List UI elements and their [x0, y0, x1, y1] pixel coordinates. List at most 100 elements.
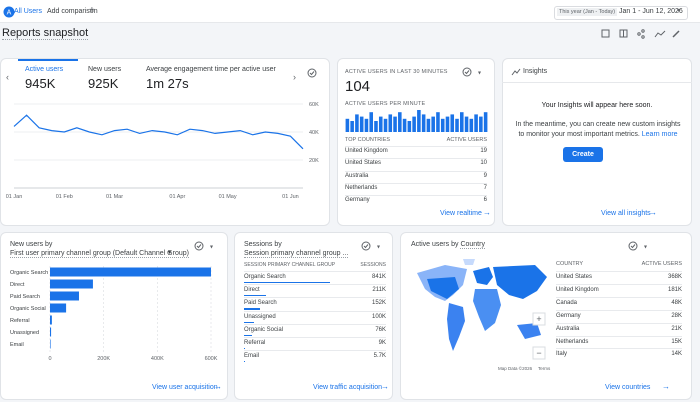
icon-insights[interactable]	[654, 30, 666, 38]
svg-text:▾: ▾	[377, 245, 380, 251]
sessions-bar	[244, 348, 245, 350]
map-regions	[417, 259, 547, 351]
country-name: Australia	[345, 172, 369, 179]
zoom-out[interactable]	[532, 346, 546, 360]
date-range: Jan 1 - Jun 12, 2026	[619, 8, 683, 15]
add-comparison[interactable]: Add comparison	[47, 8, 98, 15]
view-realtime-link[interactable]: View realtime	[440, 210, 482, 217]
status-icon[interactable]	[307, 68, 317, 78]
new-users-card	[0, 232, 228, 400]
icon-share[interactable]	[641, 29, 645, 33]
x-tick-label: 01 Apr	[169, 194, 185, 200]
y-tick-label: 40K	[309, 130, 319, 136]
bar	[426, 118, 431, 132]
sessions-card	[234, 232, 393, 400]
learn-more-link[interactable]: Learn more	[641, 131, 678, 138]
card-menu[interactable]: ▾	[194, 241, 218, 251]
bar	[355, 114, 359, 132]
y-tick-label: Unassigned	[10, 330, 39, 336]
bar	[460, 112, 464, 132]
kpi-label[interactable]: Active users	[25, 66, 64, 73]
card-subtitle[interactable]: Session primary channel group ...	[244, 250, 349, 258]
view-countries-link[interactable]: View countries	[605, 384, 651, 391]
channel-name: Referral	[244, 340, 266, 346]
segment-chip[interactable]: All Users	[14, 8, 43, 15]
svg-text:▾: ▾	[644, 245, 647, 251]
bar	[440, 118, 445, 132]
row-divider	[556, 271, 682, 272]
create-button[interactable]: Create	[563, 147, 603, 162]
bar	[431, 116, 435, 132]
add-icon[interactable]: +	[89, 5, 95, 16]
dropdown-icon[interactable]: ▾	[168, 250, 172, 256]
arrow-icon[interactable]: →	[381, 382, 389, 391]
view-traffic-link[interactable]: View traffic acquisition	[313, 384, 382, 391]
active-users: 28K	[671, 312, 682, 319]
minute-bar-chart	[345, 110, 488, 132]
svg-text:A: A	[7, 10, 12, 17]
channel-name: Organic Social	[244, 326, 284, 333]
country-name: United Kingdom	[345, 148, 388, 154]
kpi-label[interactable]: New users	[88, 66, 122, 73]
active-users: 6	[483, 197, 487, 204]
view-insights-link[interactable]: View all insights	[601, 210, 651, 217]
arrow-icon[interactable]: →	[649, 208, 657, 217]
sessions-value: 9K	[378, 340, 386, 346]
kpi-label[interactable]: Average engagement time per active user	[146, 66, 276, 73]
card-menu[interactable]: ▾	[361, 241, 385, 251]
x-tick-label: 01 Mar	[106, 194, 123, 200]
title-metric[interactable]: Active users	[411, 241, 450, 248]
bar	[50, 267, 211, 277]
bar	[450, 114, 455, 132]
zoom-in[interactable]	[532, 312, 546, 326]
row-divider	[556, 296, 682, 298]
active-users: 181K	[667, 286, 682, 293]
sessions-bar	[244, 282, 330, 284]
map-terms[interactable]: Terms	[538, 366, 551, 371]
map-attribution: Map Data ©2026	[498, 366, 533, 371]
y-tick-label: 20K	[309, 158, 319, 164]
bar	[50, 279, 93, 289]
next-arrow[interactable]: ›	[293, 72, 296, 82]
arrow-icon[interactable]: →	[483, 208, 491, 217]
realtime-card	[337, 58, 495, 226]
column-header: ACTIVE USERS	[641, 261, 682, 267]
sessions-bar	[244, 334, 252, 337]
icon-customize[interactable]	[601, 29, 610, 38]
x-tick-label: 600K	[205, 356, 218, 362]
bar	[474, 114, 478, 132]
prev-arrow[interactable]: ‹	[6, 72, 9, 82]
sessions-bar	[244, 308, 260, 310]
arrow-icon[interactable]: →	[214, 382, 222, 391]
active-users: 7	[483, 184, 487, 191]
active-users: 9	[483, 172, 487, 179]
column-header: SESSION PRIMARY CHANNEL GROUP	[244, 262, 336, 268]
bar	[350, 121, 354, 132]
card-menu[interactable]: ▾	[628, 241, 652, 251]
bar	[369, 112, 373, 132]
top-bar	[0, 0, 700, 23]
channel-name: Paid Search	[244, 300, 277, 307]
dropdown-icon[interactable]: ▾	[677, 8, 681, 14]
title-metric[interactable]: Sessions	[244, 241, 273, 248]
insights-title: Insights	[523, 68, 548, 75]
active-users: 15K	[671, 338, 682, 345]
bar	[469, 118, 474, 132]
title-dimension[interactable]: Country	[460, 241, 485, 249]
row-divider	[556, 322, 682, 324]
kpi-value: 925K	[88, 76, 119, 91]
x-tick-label: 400K	[151, 356, 164, 362]
row-divider	[244, 297, 386, 299]
icon-edit[interactable]	[672, 30, 680, 38]
realtime-menu[interactable]: ▾	[462, 67, 486, 77]
card-subtitle[interactable]: First user primary channel group (Defaul…	[10, 250, 189, 258]
country-name: Australia	[556, 325, 580, 332]
view-acquisition-link[interactable]: View user acquisition	[152, 384, 218, 391]
line-chart: 20K 40K 60K 01 Jan 01 Feb 01 Mar 01 Apr 01 May 0…	[6, 102, 319, 200]
row-divider	[244, 323, 386, 325]
world-map[interactable]: + −	[405, 255, 555, 373]
arrow-icon[interactable]: →	[662, 382, 670, 391]
row-divider	[345, 182, 487, 184]
row-divider	[345, 195, 487, 197]
